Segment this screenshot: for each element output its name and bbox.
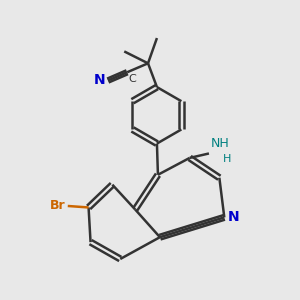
Text: N: N [228, 210, 239, 224]
Text: NH: NH [210, 137, 229, 150]
Text: N: N [94, 73, 106, 87]
Text: Br: Br [50, 199, 65, 212]
Text: H: H [223, 154, 232, 164]
Text: C: C [129, 74, 136, 84]
